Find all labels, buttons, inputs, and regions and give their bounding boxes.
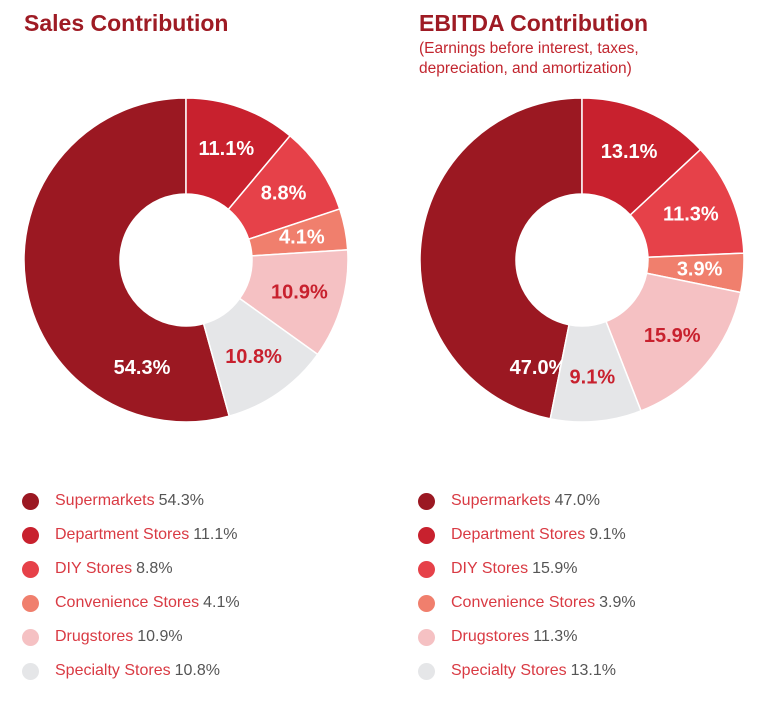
legend-swatch [418,594,435,612]
slice-label-specialty-stores: 10.8% [225,346,282,368]
legend-label: Specialty Stores [55,662,171,679]
slice-label-drugstores: 11.3% [663,203,719,225]
legend-value: 4.1% [203,594,240,611]
ebitda-legend: Supermarkets 47.0% Department Stores 9.1% DI… [418,484,636,688]
legend-swatch [22,662,39,680]
legend-item-specialty-stores: Specialty Stores 13.1% [418,654,636,688]
legend-value: 15.9% [532,560,578,577]
legend-label: DIY Stores [451,560,529,577]
legend-label: Supermarkets [451,492,551,509]
legend-value: 3.9% [599,594,636,611]
legend-item-drugstores: Drugstores 11.3% [418,620,636,654]
slice-label-department-stores: 9.1% [570,367,616,389]
legend-swatch [418,526,435,544]
legend-label: Department Stores [55,526,190,543]
legend-swatch [418,628,435,646]
legend-value: 11.1% [193,526,238,543]
slice-department-stores [549,320,642,423]
slice-label-supermarkets: 47.0% [510,357,567,379]
legend-swatch [418,662,435,680]
legend-value: 47.0% [554,492,600,509]
slice-label-diy-stores: 15.9% [644,325,701,347]
legend-swatch [418,492,435,510]
legend-label: Drugstores [451,628,530,645]
legend-swatch [22,594,39,612]
slice-diy-stores [605,272,742,412]
legend-swatch [418,560,435,578]
slice-label-diy-stores: 8.8% [261,183,307,205]
legend-item-diy-stores: DIY Stores 15.9% [418,552,636,586]
legend-item-convenience-stores: Convenience Stores 4.1% [22,586,240,620]
slice-label-convenience-stores: 3.9% [677,258,723,280]
slice-specialty-stores [202,297,319,418]
ebitda-chart-title: EBITDA Contribution [419,10,649,36]
legend-value: 8.8% [136,560,173,577]
slice-supermarkets [23,97,231,423]
legend-label: Supermarkets [55,492,155,509]
legend-label: Department Stores [451,526,586,543]
legend-label: DIY Stores [55,560,133,577]
legend-item-drugstores: Drugstores 10.9% [22,620,240,654]
ebitda-donut-chart: 47.0% 13.1% 11.3% 3.9% 15.9% 9.1% [419,97,745,423]
legend-label: Convenience Stores [55,594,200,611]
legend-swatch [22,492,39,510]
legend-label: Convenience Stores [451,594,596,611]
legend-item-convenience-stores: Convenience Stores 3.9% [418,586,636,620]
legend-swatch [22,526,39,544]
slice-label-drugstores: 10.9% [271,282,328,304]
ebitda-chart-subtitle: (Earnings before interest, taxes, deprec… [419,40,639,77]
legend-label: Drugstores [55,628,134,645]
slice-supermarkets [419,97,583,420]
sales-legend: Supermarkets 54.3% Department Stores 11.1% D… [22,484,240,688]
legend-item-specialty-stores: Specialty Stores 10.8% [22,654,240,688]
legend-value: 11.3% [533,628,578,645]
legend-item-department-stores: Department Stores 11.1% [22,518,240,552]
legend-item-diy-stores: DIY Stores 8.8% [22,552,240,586]
legend-swatch [22,628,39,646]
slice-label-department-stores: 11.1% [199,138,255,160]
legend-value: 54.3% [158,492,204,509]
legend-item-supermarkets: Supermarkets 47.0% [418,484,636,518]
legend-value: 9.1% [589,526,626,543]
legend-value: 10.8% [174,662,220,679]
sales-chart-title: Sales Contribution [24,10,229,36]
slice-label-specialty-stores: 13.1% [601,141,658,163]
slice-label-convenience-stores: 4.1% [279,227,325,249]
legend-label: Specialty Stores [451,662,567,679]
sales-contribution-panel: Sales Contribution 54.3% 11.1% 8.8% 4.1% 10.… [22,10,349,688]
legend-swatch [22,560,39,578]
slice-label-supermarkets: 54.3% [114,357,171,379]
legend-item-supermarkets: Supermarkets 54.3% [22,484,240,518]
ebitda-contribution-panel: EBITDA Contribution (Earnings before int… [396,0,768,702]
legend-value: 10.9% [137,628,183,645]
legend-value: 13.1% [570,662,616,679]
legend-item-department-stores: Department Stores 9.1% [418,518,636,552]
sales-donut-chart: 54.3% 11.1% 8.8% 4.1% 10.9% 10.8% [23,97,349,423]
